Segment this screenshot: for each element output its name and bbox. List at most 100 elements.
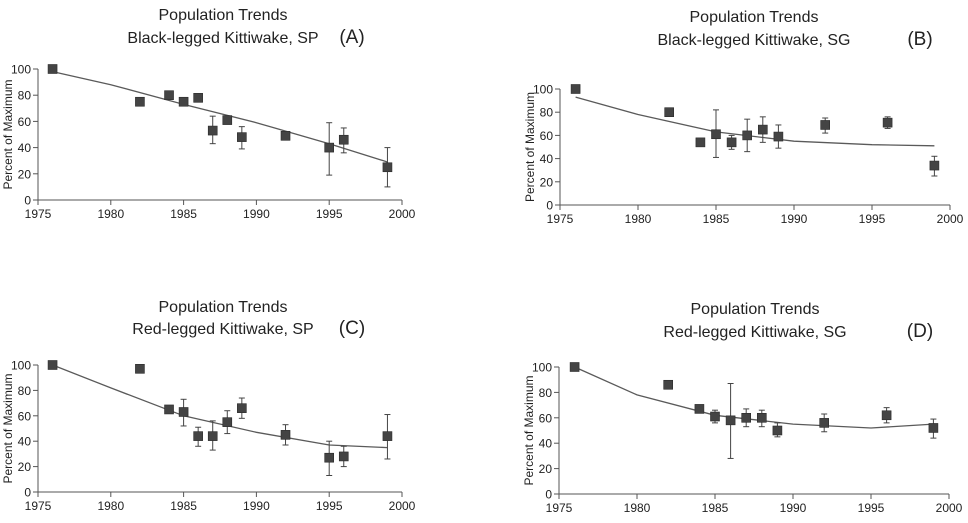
panel-letter: (C) — [339, 318, 365, 339]
chart-subtitle: Black-legged Kittiwake, SG — [658, 32, 851, 49]
x-tick-label: 1975 — [547, 212, 574, 226]
x-tick-label: 2000 — [389, 207, 416, 221]
y-tick-label: 80 — [18, 384, 32, 398]
y-axis-label: Percent of Maximum — [523, 92, 537, 202]
chart-panel: Population Trends Black-legged Kittiwake,… — [484, 0, 968, 261]
y-tick-label: 20 — [540, 175, 554, 189]
data-point — [774, 132, 783, 141]
data-point — [383, 432, 392, 441]
y-tick-label: 60 — [18, 115, 32, 129]
data-point — [223, 418, 232, 427]
x-tick-label: 2000 — [937, 212, 964, 226]
y-tick-label: 40 — [540, 152, 554, 166]
data-point — [882, 411, 891, 420]
data-point — [339, 452, 348, 461]
data-point — [711, 412, 720, 421]
data-point — [135, 97, 144, 106]
x-tick-label: 1980 — [624, 501, 651, 515]
data-point — [820, 418, 829, 427]
data-point — [929, 423, 938, 432]
x-tick-label: 1980 — [97, 499, 124, 513]
data-point — [757, 413, 766, 422]
y-tick-label: 20 — [539, 462, 553, 476]
data-point — [758, 125, 767, 134]
x-tick-label: 1995 — [858, 501, 885, 515]
y-tick-label: 0 — [24, 194, 31, 208]
panel-letter: (B) — [907, 29, 932, 50]
trend-line — [575, 367, 934, 428]
chart-title: Population Trends — [159, 7, 288, 24]
data-point — [727, 138, 736, 147]
y-tick-label: 80 — [18, 89, 32, 103]
y-axis-label: Percent of Maximum — [1, 373, 15, 483]
x-tick-label: 1990 — [780, 501, 807, 515]
chart-title: Population Trends — [691, 301, 820, 318]
x-tick-label: 1995 — [859, 212, 886, 226]
y-tick-label: 40 — [539, 437, 553, 451]
data-point — [570, 363, 579, 372]
data-point — [571, 85, 580, 94]
y-tick-label: 100 — [11, 63, 31, 77]
data-point — [773, 426, 782, 435]
x-tick-label: 1985 — [703, 212, 730, 226]
data-point — [664, 380, 673, 389]
data-point — [179, 407, 188, 416]
x-tick-label: 1995 — [316, 499, 343, 513]
x-tick-label: 1995 — [316, 207, 343, 221]
data-point — [712, 130, 721, 139]
y-tick-label: 0 — [546, 199, 553, 213]
trend-line — [53, 365, 388, 448]
x-tick-label: 1990 — [781, 212, 808, 226]
x-tick-label: 1975 — [25, 207, 52, 221]
x-tick-label: 1980 — [625, 212, 652, 226]
y-tick-label: 60 — [540, 129, 554, 143]
x-tick-label: 1975 — [25, 499, 52, 513]
chart-subtitle: Black-legged Kittiwake, SP — [127, 30, 318, 47]
x-tick-label: 1985 — [170, 499, 197, 513]
chart-svg: Population Trends Black-legged Kittiwake,… — [0, 0, 484, 261]
data-point — [665, 108, 674, 117]
y-tick-label: 20 — [18, 460, 32, 474]
x-tick-label: 1985 — [170, 207, 197, 221]
data-point — [742, 413, 751, 422]
x-tick-label: 1985 — [702, 501, 729, 515]
data-point — [135, 364, 144, 373]
data-point — [930, 161, 939, 170]
y-tick-label: 0 — [24, 486, 31, 500]
y-tick-label: 80 — [539, 386, 553, 400]
data-point — [821, 120, 830, 129]
data-point — [223, 116, 232, 125]
panel-letter: (A) — [339, 27, 364, 48]
x-tick-label: 1990 — [243, 207, 270, 221]
y-tick-label: 40 — [18, 141, 32, 155]
chart-panel: Population Trends Red-legged Kittiwake, S… — [0, 261, 484, 522]
data-point — [743, 131, 752, 140]
trend-line — [53, 72, 388, 162]
data-point — [237, 133, 246, 142]
x-tick-label: 2000 — [389, 499, 416, 513]
data-point — [695, 404, 704, 413]
data-point — [165, 405, 174, 414]
y-tick-label: 80 — [540, 106, 554, 120]
data-point — [281, 430, 290, 439]
y-tick-label: 100 — [11, 359, 31, 373]
data-point — [179, 97, 188, 106]
data-point — [194, 93, 203, 102]
chart-svg: Population Trends Red-legged Kittiwake, S… — [484, 261, 968, 522]
chart-subtitle: Red-legged Kittiwake, SG — [663, 324, 846, 341]
data-point — [696, 138, 705, 147]
chart-subtitle: Red-legged Kittiwake, SP — [132, 321, 313, 338]
y-tick-label: 20 — [18, 167, 32, 181]
panel-letter: (D) — [907, 321, 933, 342]
y-tick-label: 60 — [18, 409, 32, 423]
y-axis-label: Percent of Maximum — [1, 79, 15, 189]
chart-title: Population Trends — [159, 299, 288, 316]
y-tick-label: 100 — [532, 361, 552, 375]
x-tick-label: 1975 — [546, 501, 573, 515]
y-axis-label: Percent of Maximum — [522, 375, 536, 485]
data-point — [325, 143, 334, 152]
data-point — [883, 118, 892, 127]
data-point — [165, 91, 174, 100]
data-point — [281, 131, 290, 140]
